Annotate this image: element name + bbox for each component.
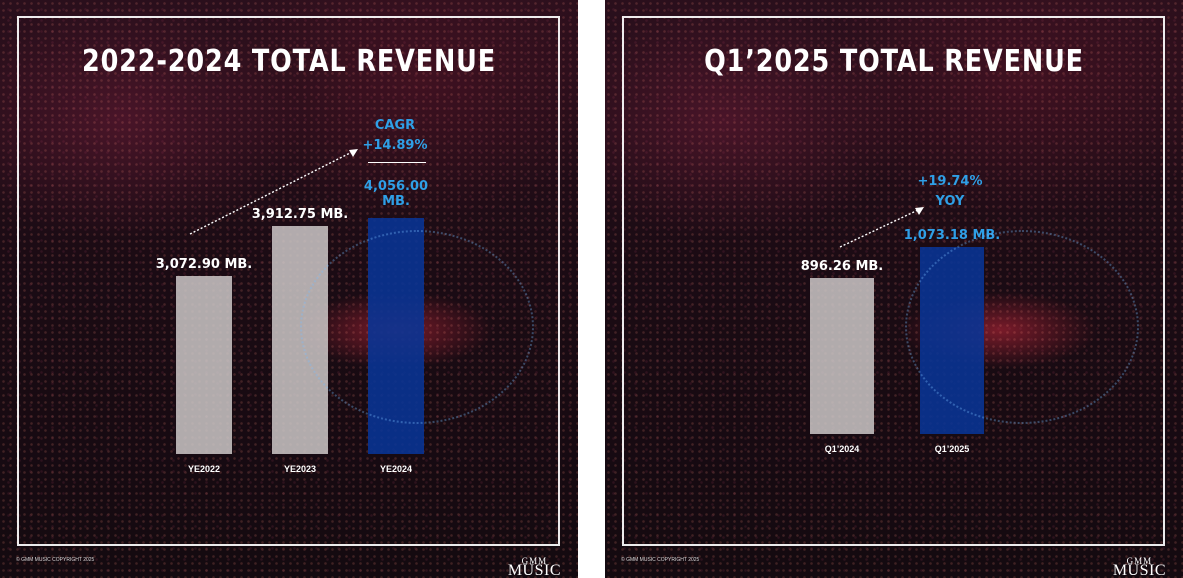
value-label-ye2023: 3,912.75 MB. <box>251 207 349 223</box>
bar-q1-2024 <box>810 278 874 434</box>
category-ye2024: YE2024 <box>379 464 413 474</box>
copyright-text: © GMM MUSIC COPYRIGHT 2025 <box>16 557 95 563</box>
bar-ye2022 <box>176 276 232 454</box>
chart-title: 2022-2024 TOTAL REVENUE <box>81 44 496 79</box>
value-label-ye2022: 3,072.90 MB. <box>155 257 253 272</box>
category-ye2023: YE2023 <box>283 464 317 474</box>
value-label-ye2024: 4,056.00 MB. <box>363 179 429 209</box>
revenue-q1-2025-panel: Q1’2025 TOTAL REVENUE 896.26 MB. 1,073.1… <box>605 0 1183 578</box>
yoy-value: +19.74% <box>917 174 983 189</box>
bar-q1-2025 <box>920 247 984 434</box>
cagr-title: CAGR <box>374 118 416 133</box>
yoy-title: YOY <box>935 194 965 209</box>
bar-ye2023 <box>272 226 328 454</box>
copyright-text: © GMM MUSIC COPYRIGHT 2025 <box>621 557 700 563</box>
panel-frame <box>17 16 560 546</box>
cagr-divider <box>368 162 426 163</box>
category-q1-2025: Q1’2025 <box>934 444 970 454</box>
bar-ye2024 <box>368 218 424 454</box>
category-ye2022: YE2022 <box>187 464 221 474</box>
gmm-music-logo: GMM MUSIC <box>507 556 561 578</box>
value-label-q1-2024: 896.26 MB. <box>800 259 884 274</box>
gmm-music-logo: GMM MUSIC <box>1112 556 1166 578</box>
growth-arrow <box>839 207 924 248</box>
chart-title: Q1’2025 TOTAL REVENUE <box>704 44 1084 79</box>
value-label-q1-2025: 1,073.18 MB. <box>903 228 1001 243</box>
category-q1-2024: Q1’2024 <box>824 444 860 454</box>
cagr-value: +14.89% <box>362 138 428 153</box>
cagr-label: CAGR +14.89% <box>340 116 450 156</box>
yoy-label: +19.74% YOY <box>895 172 1005 212</box>
revenue-2022-2024-panel: 2022-2024 TOTAL REVENUE 3,072.90 MB. 3,9… <box>0 0 578 578</box>
panel-frame <box>622 16 1165 546</box>
growth-arrow <box>189 149 358 235</box>
